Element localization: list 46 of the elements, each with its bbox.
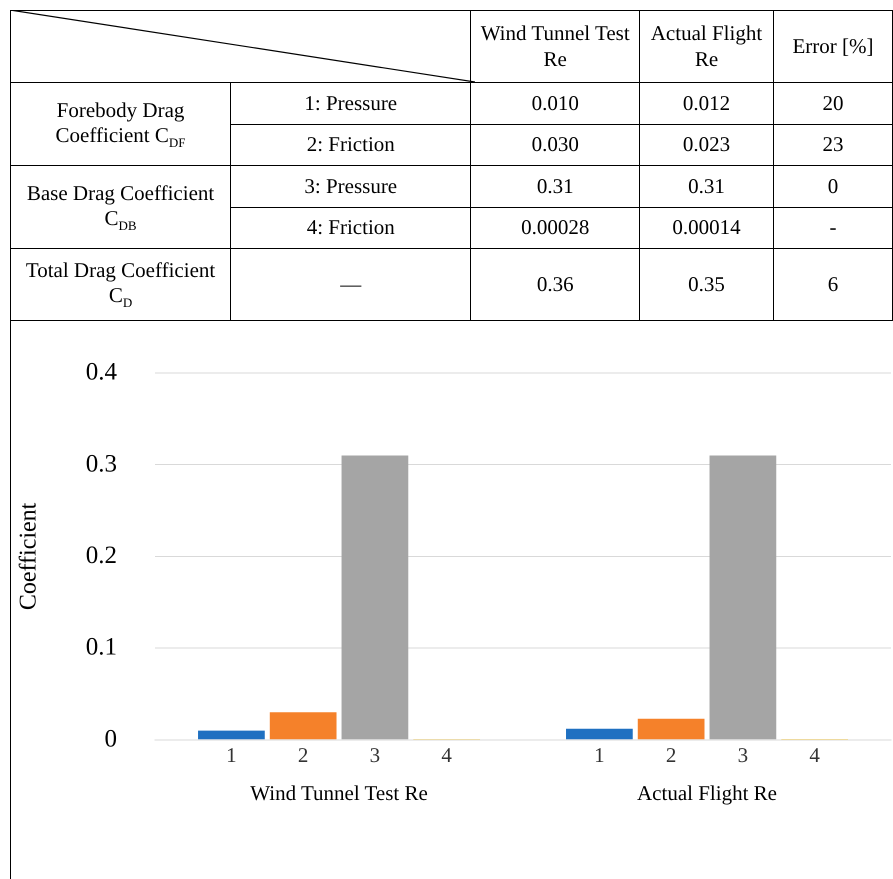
text: 1 [594,742,605,767]
text: 4 [441,742,452,767]
text: 0.00014 [639,208,774,248]
bar [270,712,337,740]
y-tick-label: 0.2 [86,542,118,569]
text: Error [%] [774,10,892,82]
text: 2: Friction [230,124,471,166]
y-tick-label: 0 [104,725,118,752]
y-tick-label: 0.3 [86,450,118,478]
y-tick-label: 0.4 [86,358,118,386]
text: 4: Friction [230,208,471,248]
text: 1: Pressure [230,82,471,124]
text: 0 [774,166,892,208]
text: 0.030 [470,124,640,166]
text: 6 [774,248,892,320]
series-label: 3 [370,742,380,767]
text: 0.00028 [470,208,640,248]
text: - [774,208,892,248]
text: 0.012 [639,82,774,124]
text: 2 [666,742,676,767]
text: Wind Tunnel Test Re [470,10,640,82]
text: — [230,248,471,320]
series-label: 2 [298,742,308,767]
text: 20 [774,82,892,124]
text: Total Drag Coefficient C$_{D}$ [10,248,231,320]
text: Actual Flight Re [639,10,774,82]
y-axis-title: Coefficient [16,502,42,610]
text: 0.31 [639,166,774,208]
text: 0.36 [470,248,640,320]
y-tick-label: 0.1 [86,634,118,661]
text: 23 [774,124,892,166]
text: 0.31 [470,166,640,208]
text: Base Drag Coefficient C$_{DB}$ [10,166,231,248]
bar [710,456,776,740]
text: Forebody Drag Coefficient C$_{DF}$ [10,82,231,166]
bar [198,730,265,740]
series-label: 4 [809,742,820,767]
text: 3 [738,742,748,767]
text: 3: Pressure [230,166,471,208]
text: 0.010 [470,82,640,124]
series-label: 1 [226,742,237,767]
bar [566,728,633,740]
bar [342,456,408,740]
text: 0.023 [639,124,774,166]
bar [638,718,704,740]
text: 0.35 [639,248,774,320]
